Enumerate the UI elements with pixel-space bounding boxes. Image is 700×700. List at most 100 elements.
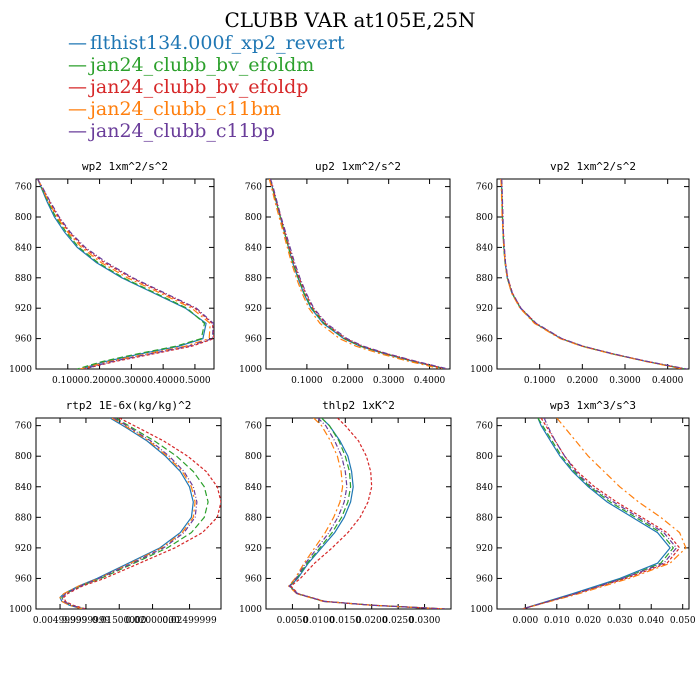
series-line <box>522 418 687 609</box>
series-line <box>500 179 685 369</box>
series-line <box>63 418 221 609</box>
x-tick-label: 0.3000 <box>116 376 148 386</box>
legend-label: jan24_clubb_bv_efoldm <box>90 54 315 76</box>
series-line <box>522 418 678 609</box>
series-line <box>37 179 207 369</box>
x-tick-label: 0.2000 <box>332 376 364 386</box>
x-tick-label: 0.4000 <box>652 376 684 386</box>
plot-frame <box>265 417 452 610</box>
x-tick-label: 0.5000 <box>179 376 211 386</box>
legend-item: — jan24_clubb_bv_efoldm <box>68 54 345 76</box>
x-tick-label: 9.9999999 <box>62 616 111 626</box>
panel-title: wp3 1xm^3/s^3 <box>550 399 636 412</box>
series-line <box>522 418 671 609</box>
legend-dash-icon: — <box>68 54 87 76</box>
x-tick-label: 0.1000 <box>52 376 84 386</box>
chart-panel: wp2 1xm^2/s^2 760 800 840 880 920 960 1000 0.100… <box>9 160 215 386</box>
y-tick-label: 840 <box>245 483 262 493</box>
series-line <box>269 179 447 369</box>
y-tick-label: 760 <box>15 183 32 193</box>
chart-panel: wp3 1xm^3/s^3 760 800 840 880 920 960 1000 0.000… <box>470 399 696 626</box>
y-tick-label: 1000 <box>239 605 262 615</box>
chart-panel: vp2 1xm^2/s^2 760 800 840 880 920 960 1000 0.100… <box>470 160 690 386</box>
series-line <box>287 418 446 609</box>
y-tick-label: 1000 <box>9 605 32 615</box>
y-tick-label: 800 <box>476 452 493 462</box>
y-tick-label: 920 <box>15 304 32 314</box>
y-tick-label: 960 <box>245 574 262 584</box>
y-tick-label: 760 <box>476 183 493 193</box>
x-tick-label: 0.0250 <box>382 616 414 626</box>
panel-title: rtp2 1E-6x(kg/kg)^2 <box>66 399 192 412</box>
legend-label: jan24_clubb_c11bm <box>90 98 281 120</box>
y-tick-label: 1000 <box>9 365 32 375</box>
y-tick-label: 960 <box>476 574 493 584</box>
legend-label: flthist134.000f_xp2_revert <box>90 32 345 54</box>
x-tick-label: 0.010 <box>544 616 570 626</box>
plot-frame <box>496 178 690 370</box>
y-tick-label: 960 <box>15 574 32 584</box>
y-tick-label: 840 <box>15 483 32 493</box>
legend-dash-icon: — <box>68 98 87 120</box>
x-tick-label: 0.2000 <box>84 376 116 386</box>
x-tick-label: 0.4000 <box>414 376 446 386</box>
plot-frame <box>496 417 690 610</box>
y-tick-label: 760 <box>476 422 493 432</box>
x-tick-label: 0.02499999 <box>162 616 217 626</box>
x-tick-label: 0.01500000 <box>92 616 147 626</box>
x-tick-label: 0.050 <box>670 616 696 626</box>
series-line <box>269 179 449 369</box>
series-line <box>289 418 446 609</box>
x-tick-label: 0.00499999 <box>33 616 88 626</box>
x-tick-label: 0.020 <box>575 616 601 626</box>
y-tick-label: 960 <box>15 335 32 345</box>
y-tick-label: 800 <box>15 213 32 223</box>
y-tick-label: 920 <box>245 304 262 314</box>
y-tick-label: 800 <box>245 452 262 462</box>
y-tick-label: 800 <box>245 213 262 223</box>
x-tick-label: 0.0050 <box>277 616 309 626</box>
plot-frame <box>35 178 215 370</box>
x-tick-label: 0.0100 <box>303 616 335 626</box>
legend-dash-icon: — <box>68 76 87 98</box>
legend-item: — jan24_clubb_c11bm <box>68 98 345 120</box>
series-line <box>59 418 196 609</box>
y-tick-label: 1000 <box>470 605 493 615</box>
series-line <box>500 179 685 369</box>
legend-dash-icon: — <box>68 120 87 142</box>
legend-label: jan24_clubb_bv_efoldp <box>90 76 309 98</box>
panel-title: up2 1xm^2/s^2 <box>315 160 401 173</box>
series-line <box>522 418 675 609</box>
y-tick-label: 920 <box>476 304 493 314</box>
series-line <box>268 179 442 369</box>
chart-panel: rtp2 1E-6x(kg/kg)^2 760 800 840 880 920 960 100… <box>9 399 222 626</box>
y-tick-label: 920 <box>15 544 32 554</box>
page-title: CLUBB VAR at105E,25N <box>224 8 476 32</box>
y-tick-label: 800 <box>15 452 32 462</box>
y-tick-label: 960 <box>245 335 262 345</box>
y-tick-label: 960 <box>476 335 493 345</box>
y-tick-label: 920 <box>476 544 493 554</box>
x-tick-label: 0.3000 <box>609 376 641 386</box>
y-tick-label: 880 <box>476 274 493 284</box>
x-tick-label: 0.0150 <box>330 616 362 626</box>
x-tick-label: 0.030 <box>607 616 633 626</box>
y-tick-label: 1000 <box>470 365 493 375</box>
y-tick-label: 760 <box>245 183 262 193</box>
series-line <box>37 179 214 369</box>
panel-title: wp2 1xm^2/s^2 <box>82 160 168 173</box>
x-tick-label: 0.0200 <box>356 616 388 626</box>
x-tick-label: 0.1000 <box>291 376 323 386</box>
series-line <box>37 179 211 369</box>
x-tick-label: 0.040 <box>638 616 664 626</box>
series-line <box>288 418 446 609</box>
y-tick-label: 880 <box>15 513 32 523</box>
legend-item: — jan24_clubb_c11bp <box>68 120 345 142</box>
y-tick-label: 840 <box>476 483 493 493</box>
series-line <box>501 179 688 369</box>
series-line <box>61 418 209 609</box>
y-tick-label: 760 <box>245 422 262 432</box>
y-tick-label: 840 <box>245 243 262 253</box>
series-line <box>37 179 214 369</box>
